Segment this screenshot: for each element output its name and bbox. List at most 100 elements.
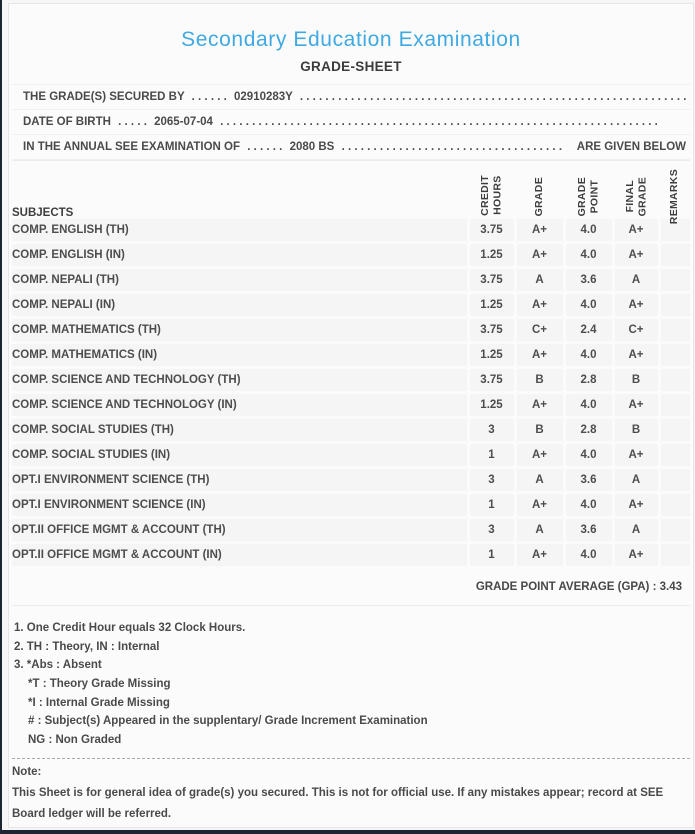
credit-hours-cell: 1 — [468, 492, 517, 520]
grade-point-cell: 3.6 — [564, 267, 615, 295]
info-line-date-of-birth: DATE OF BIRTH . . . . . 2065-07-04 . . .… — [12, 110, 690, 135]
subject-cell: COMP. ENGLISH (TH) — [12, 219, 470, 245]
header-row: SUBJECTS CREDIT HOURS GRADE GRADE POINT … — [12, 160, 690, 224]
final-grade-cell: A+ — [613, 542, 661, 570]
info-label: THE GRADE(S) SECURED BY — [23, 90, 185, 103]
grade-cell: A+ — [515, 442, 566, 470]
grade-point-cell: 4.0 — [564, 292, 615, 320]
subject-cell: COMP. MATHEMATICS (TH) — [12, 317, 470, 345]
grade-sheet: Secondary Education Examination GRADE-SH… — [8, 3, 694, 828]
note-line: 2. TH : Theory, IN : Internal — [14, 640, 160, 653]
remarks-cell — [659, 442, 690, 470]
note-block: Note: This Sheet is for general idea of … — [12, 758, 690, 825]
final-grade-cell: A+ — [613, 292, 661, 320]
credit-hours-cell: 3 — [468, 417, 517, 445]
gpa-cell: GRADE POINT AVERAGE (GPA) : 3.43 — [12, 567, 690, 607]
table-row: COMP. ENGLISH (TH) 3.75 A+ 4.0 A+ — [12, 219, 690, 245]
grade-cell: B — [515, 367, 566, 395]
grade-point-cell: 2.8 — [564, 417, 615, 445]
final-grade-cell: B — [613, 417, 661, 445]
subject-cell: COMP. ENGLISH (IN) — [12, 242, 470, 270]
subject-cell: OPT.I ENVIRONMENT SCIENCE (TH) — [12, 467, 470, 495]
credit-hours-cell: 1.25 — [468, 292, 517, 320]
grade-cell: B — [515, 417, 566, 445]
window-bottom-edge — [0, 830, 695, 834]
grade-cell: C+ — [515, 317, 566, 345]
table-row: COMP. SOCIAL STUDIES (IN) 1 A+ 4.0 A+ — [12, 442, 690, 470]
grade-point-cell: 3.6 — [564, 517, 615, 545]
final-grade-cell: B — [613, 367, 661, 395]
grade-point-cell: 4.0 — [564, 392, 615, 420]
sheet-subtitle: GRADE-SHEET — [300, 59, 402, 75]
grade-point-cell: 4.0 — [564, 442, 615, 470]
subject-cell: COMP. SOCIAL STUDIES (TH) — [12, 417, 470, 445]
final-grade-cell: C+ — [613, 317, 661, 345]
credit-hours-cell: 3 — [468, 517, 517, 545]
table-row: OPT.II OFFICE MGMT & ACCOUNT (IN) 1 A+ 4.0 A… — [12, 542, 690, 570]
grade-cell: A+ — [515, 542, 566, 570]
final-grade-cell: A+ — [613, 392, 661, 420]
subject-cell: COMP. MATHEMATICS (IN) — [12, 342, 470, 370]
rotated-header-label: FINAL GRADE — [623, 176, 648, 217]
note-heading: Note: — [12, 766, 42, 779]
subject-cell: COMP. SOCIAL STUDIES (IN) — [12, 442, 470, 470]
window-left-edge — [0, 0, 2, 834]
table-row: COMP. ENGLISH (IN) 1.25 A+ 4.0 A+ — [12, 242, 690, 270]
final-grade-cell: A+ — [613, 242, 661, 270]
credit-hours-cell: 1 — [468, 442, 517, 470]
grade-cell: A+ — [515, 492, 566, 520]
grade-cell: A+ — [515, 342, 566, 370]
credit-hours-cell: 1.25 — [468, 242, 517, 270]
info-line-examination-year: IN THE ANNUAL SEE EXAMINATION OF . . . .… — [12, 135, 690, 160]
remarks-cell — [659, 492, 690, 520]
info-label: IN THE ANNUAL SEE EXAMINATION OF — [23, 140, 241, 153]
note-text: This Sheet is for general idea of grade(… — [12, 787, 664, 821]
dot-leader: . . . . . . . . . . . . . . . . . . . . … — [220, 115, 657, 128]
final-grade-cell: A+ — [613, 342, 661, 370]
gpa-label: GRADE POINT AVERAGE (GPA) : — [475, 581, 660, 594]
page-title: Secondary Education Examination — [181, 28, 521, 51]
grades-table-body: COMP. ENGLISH (TH) 3.75 A+ 4.0 A+ COMP. ENGLI… — [12, 219, 690, 570]
rotated-header-label: REMARKS — [668, 168, 681, 225]
column-header-subjects: SUBJECTS — [12, 207, 74, 220]
note-line: NG : Non Graded — [28, 733, 122, 746]
remarks-cell — [659, 467, 690, 495]
grade-point-cell: 4.0 — [564, 542, 615, 570]
subject-cell: OPT.II OFFICE MGMT & ACCOUNT (IN) — [12, 542, 470, 570]
info-section: THE GRADE(S) SECURED BY . . . . . . 0291… — [12, 83, 690, 160]
credit-hours-cell: 3.75 — [468, 317, 517, 345]
credit-hours-cell: 3.75 — [468, 267, 517, 295]
grade-point-cell: 3.6 — [564, 467, 615, 495]
table-row: OPT.II OFFICE MGMT & ACCOUNT (TH) 3 A 3.6 A — [12, 517, 690, 545]
remarks-cell — [659, 317, 690, 345]
credit-hours-cell: 3.75 — [468, 367, 517, 395]
remarks-cell — [659, 517, 690, 545]
grades-table-footer: GRADE POINT AVERAGE (GPA) : 3.43 — [12, 567, 690, 607]
grade-cell: A+ — [515, 219, 566, 245]
grade-point-cell: 2.8 — [564, 367, 615, 395]
grade-cell: A+ — [515, 392, 566, 420]
table-row: COMP. SOCIAL STUDIES (TH) 3 B 2.8 B — [12, 417, 690, 445]
date-of-birth-value: 2065-07-04 — [154, 115, 213, 128]
final-grade-cell: A+ — [613, 219, 661, 245]
grade-cell: A+ — [515, 242, 566, 270]
dot-leader: . . . . . . . . . . . . . . . . . . . . … — [341, 140, 566, 153]
grades-table: SUBJECTS CREDIT HOURS GRADE GRADE POINT … — [12, 159, 690, 607]
note-line: # : Subject(s) Appeared in the supplenta… — [28, 715, 428, 728]
grade-point-cell: 4.0 — [564, 492, 615, 520]
remarks-cell — [659, 367, 690, 395]
credit-hours-cell: 1.25 — [468, 392, 517, 420]
remarks-cell — [659, 542, 690, 570]
subject-cell: COMP. NEPALI (TH) — [12, 267, 470, 295]
note-line: 3. *Abs : Absent — [14, 659, 102, 672]
grades-table-header: SUBJECTS CREDIT HOURS GRADE GRADE POINT … — [12, 160, 690, 224]
subject-cell: OPT.I ENVIRONMENT SCIENCE (IN) — [12, 492, 470, 520]
notes-section: 1. One Credit Hour equals 32 Clock Hours… — [12, 619, 690, 749]
note-line: 1. One Credit Hour equals 32 Clock Hours… — [14, 622, 246, 635]
column-header-credit-hours: CREDIT HOURS — [468, 160, 515, 219]
table-row: COMP. NEPALI (IN) 1.25 A+ 4.0 A+ — [12, 292, 690, 320]
note-line: *T : Theory Grade Missing — [28, 677, 171, 690]
final-grade-cell: A — [613, 467, 661, 495]
grade-point-cell: 4.0 — [564, 219, 615, 245]
column-header-remarks: REMARKS — [659, 160, 690, 224]
